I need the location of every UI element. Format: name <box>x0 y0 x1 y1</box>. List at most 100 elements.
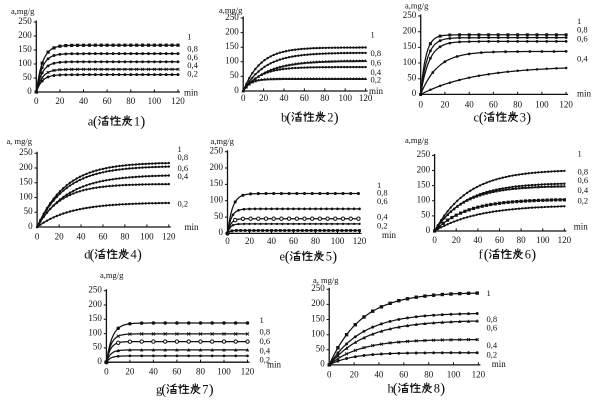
svg-text:150: 150 <box>210 178 224 188</box>
svg-text:0: 0 <box>104 367 109 377</box>
svg-text:): ) <box>140 114 145 130</box>
svg-text:40: 40 <box>465 100 475 110</box>
svg-text:0,8: 0,8 <box>577 24 588 34</box>
svg-text:250: 250 <box>210 146 224 156</box>
svg-text:a,mg/g: a,mg/g <box>211 136 235 146</box>
svg-text:2: 2 <box>327 110 333 124</box>
svg-text:min: min <box>185 222 200 232</box>
svg-text:80: 80 <box>311 236 321 246</box>
svg-text:0,6: 0,6 <box>377 196 388 206</box>
svg-text:3: 3 <box>520 110 526 124</box>
svg-text:0,8: 0,8 <box>260 326 271 336</box>
svg-text:0,4: 0,4 <box>377 212 388 222</box>
svg-text:a,mg/g: a,mg/g <box>219 5 243 15</box>
svg-text:80: 80 <box>120 231 130 241</box>
svg-text:0,8: 0,8 <box>187 44 198 54</box>
svg-text:1: 1 <box>578 149 582 159</box>
svg-text:a: a <box>88 114 94 128</box>
svg-text:20: 20 <box>452 235 462 245</box>
svg-text:): ) <box>334 110 339 126</box>
svg-text:a,mg/g: a,mg/g <box>11 6 35 16</box>
svg-text:1: 1 <box>577 16 581 26</box>
svg-text:120: 120 <box>171 96 185 106</box>
svg-text:80: 80 <box>517 235 527 245</box>
svg-text:150: 150 <box>88 313 102 323</box>
svg-text:0: 0 <box>225 236 230 246</box>
svg-text:(: ( <box>93 114 98 130</box>
svg-text:120: 120 <box>162 231 176 241</box>
svg-text:0,6: 0,6 <box>578 175 589 185</box>
svg-text:50: 50 <box>316 344 326 354</box>
svg-text:80: 80 <box>126 96 136 106</box>
svg-text:200: 200 <box>417 164 431 174</box>
svg-text:): ) <box>440 381 445 397</box>
svg-text:0,8: 0,8 <box>377 187 388 197</box>
svg-text:150: 150 <box>225 41 239 51</box>
svg-text:0,8: 0,8 <box>371 48 382 58</box>
svg-text:50: 50 <box>24 206 34 216</box>
svg-text:40: 40 <box>473 235 483 245</box>
svg-text:0,6: 0,6 <box>577 33 588 43</box>
svg-text:a, mg/g: a, mg/g <box>313 275 339 285</box>
svg-text:0: 0 <box>97 356 102 366</box>
svg-text:0,4: 0,4 <box>577 54 588 64</box>
svg-text:0,4: 0,4 <box>371 67 382 77</box>
svg-text:200: 200 <box>19 162 33 172</box>
svg-text:80: 80 <box>424 370 434 380</box>
svg-text:(: ( <box>285 249 290 265</box>
svg-text:0,6: 0,6 <box>260 336 271 346</box>
svg-text:20: 20 <box>440 100 450 110</box>
svg-text:100: 100 <box>417 195 431 205</box>
svg-text:100: 100 <box>225 56 239 66</box>
svg-text:0,6: 0,6 <box>487 322 498 332</box>
svg-text:100: 100 <box>217 367 231 377</box>
svg-text:250: 250 <box>225 12 239 22</box>
svg-text:min: min <box>382 230 397 240</box>
svg-text:d: d <box>84 248 91 262</box>
svg-text:20: 20 <box>55 231 65 241</box>
svg-text:20: 20 <box>125 367 135 377</box>
svg-text:0: 0 <box>234 85 239 95</box>
svg-text:0,6: 0,6 <box>371 57 382 67</box>
svg-text:250: 250 <box>88 285 102 295</box>
svg-text:(: ( <box>90 247 95 263</box>
svg-text:5: 5 <box>326 250 332 264</box>
svg-text:0: 0 <box>219 227 224 237</box>
svg-text:100: 100 <box>403 57 417 67</box>
svg-text:200: 200 <box>210 162 224 172</box>
svg-text:100: 100 <box>447 370 461 380</box>
svg-text:80: 80 <box>513 100 523 110</box>
svg-text:): ) <box>332 249 337 265</box>
svg-text:a,mg/g: a,mg/g <box>405 135 429 145</box>
svg-text:120: 120 <box>472 370 486 380</box>
svg-text:1: 1 <box>187 31 191 41</box>
svg-text:0,4: 0,4 <box>187 60 198 70</box>
svg-text:0: 0 <box>28 221 33 231</box>
svg-text:250: 250 <box>311 283 325 293</box>
svg-text:0,4: 0,4 <box>578 185 589 195</box>
svg-text:b: b <box>281 110 287 124</box>
svg-text:150: 150 <box>403 41 417 51</box>
svg-text:100: 100 <box>148 96 162 106</box>
svg-text:(: ( <box>286 110 291 126</box>
svg-text:50: 50 <box>214 211 224 221</box>
svg-text:(: ( <box>484 247 489 263</box>
svg-text:(: ( <box>161 382 166 398</box>
svg-text:100: 100 <box>140 231 154 241</box>
svg-text:1: 1 <box>260 315 264 325</box>
svg-text:200: 200 <box>18 30 32 40</box>
svg-text:40: 40 <box>267 236 277 246</box>
svg-text:200: 200 <box>403 26 417 36</box>
svg-text:4: 4 <box>131 248 138 262</box>
svg-text:100: 100 <box>311 329 325 339</box>
svg-text:1: 1 <box>487 288 491 298</box>
svg-text:0,2: 0,2 <box>187 68 198 78</box>
svg-text:120: 120 <box>353 236 367 246</box>
svg-text:0: 0 <box>426 225 431 235</box>
svg-text:min: min <box>577 89 592 99</box>
svg-text:0: 0 <box>432 235 437 245</box>
svg-text:1: 1 <box>178 144 182 154</box>
svg-text:100: 100 <box>338 93 352 103</box>
svg-text:g: g <box>156 383 163 397</box>
svg-text:200: 200 <box>88 299 102 309</box>
